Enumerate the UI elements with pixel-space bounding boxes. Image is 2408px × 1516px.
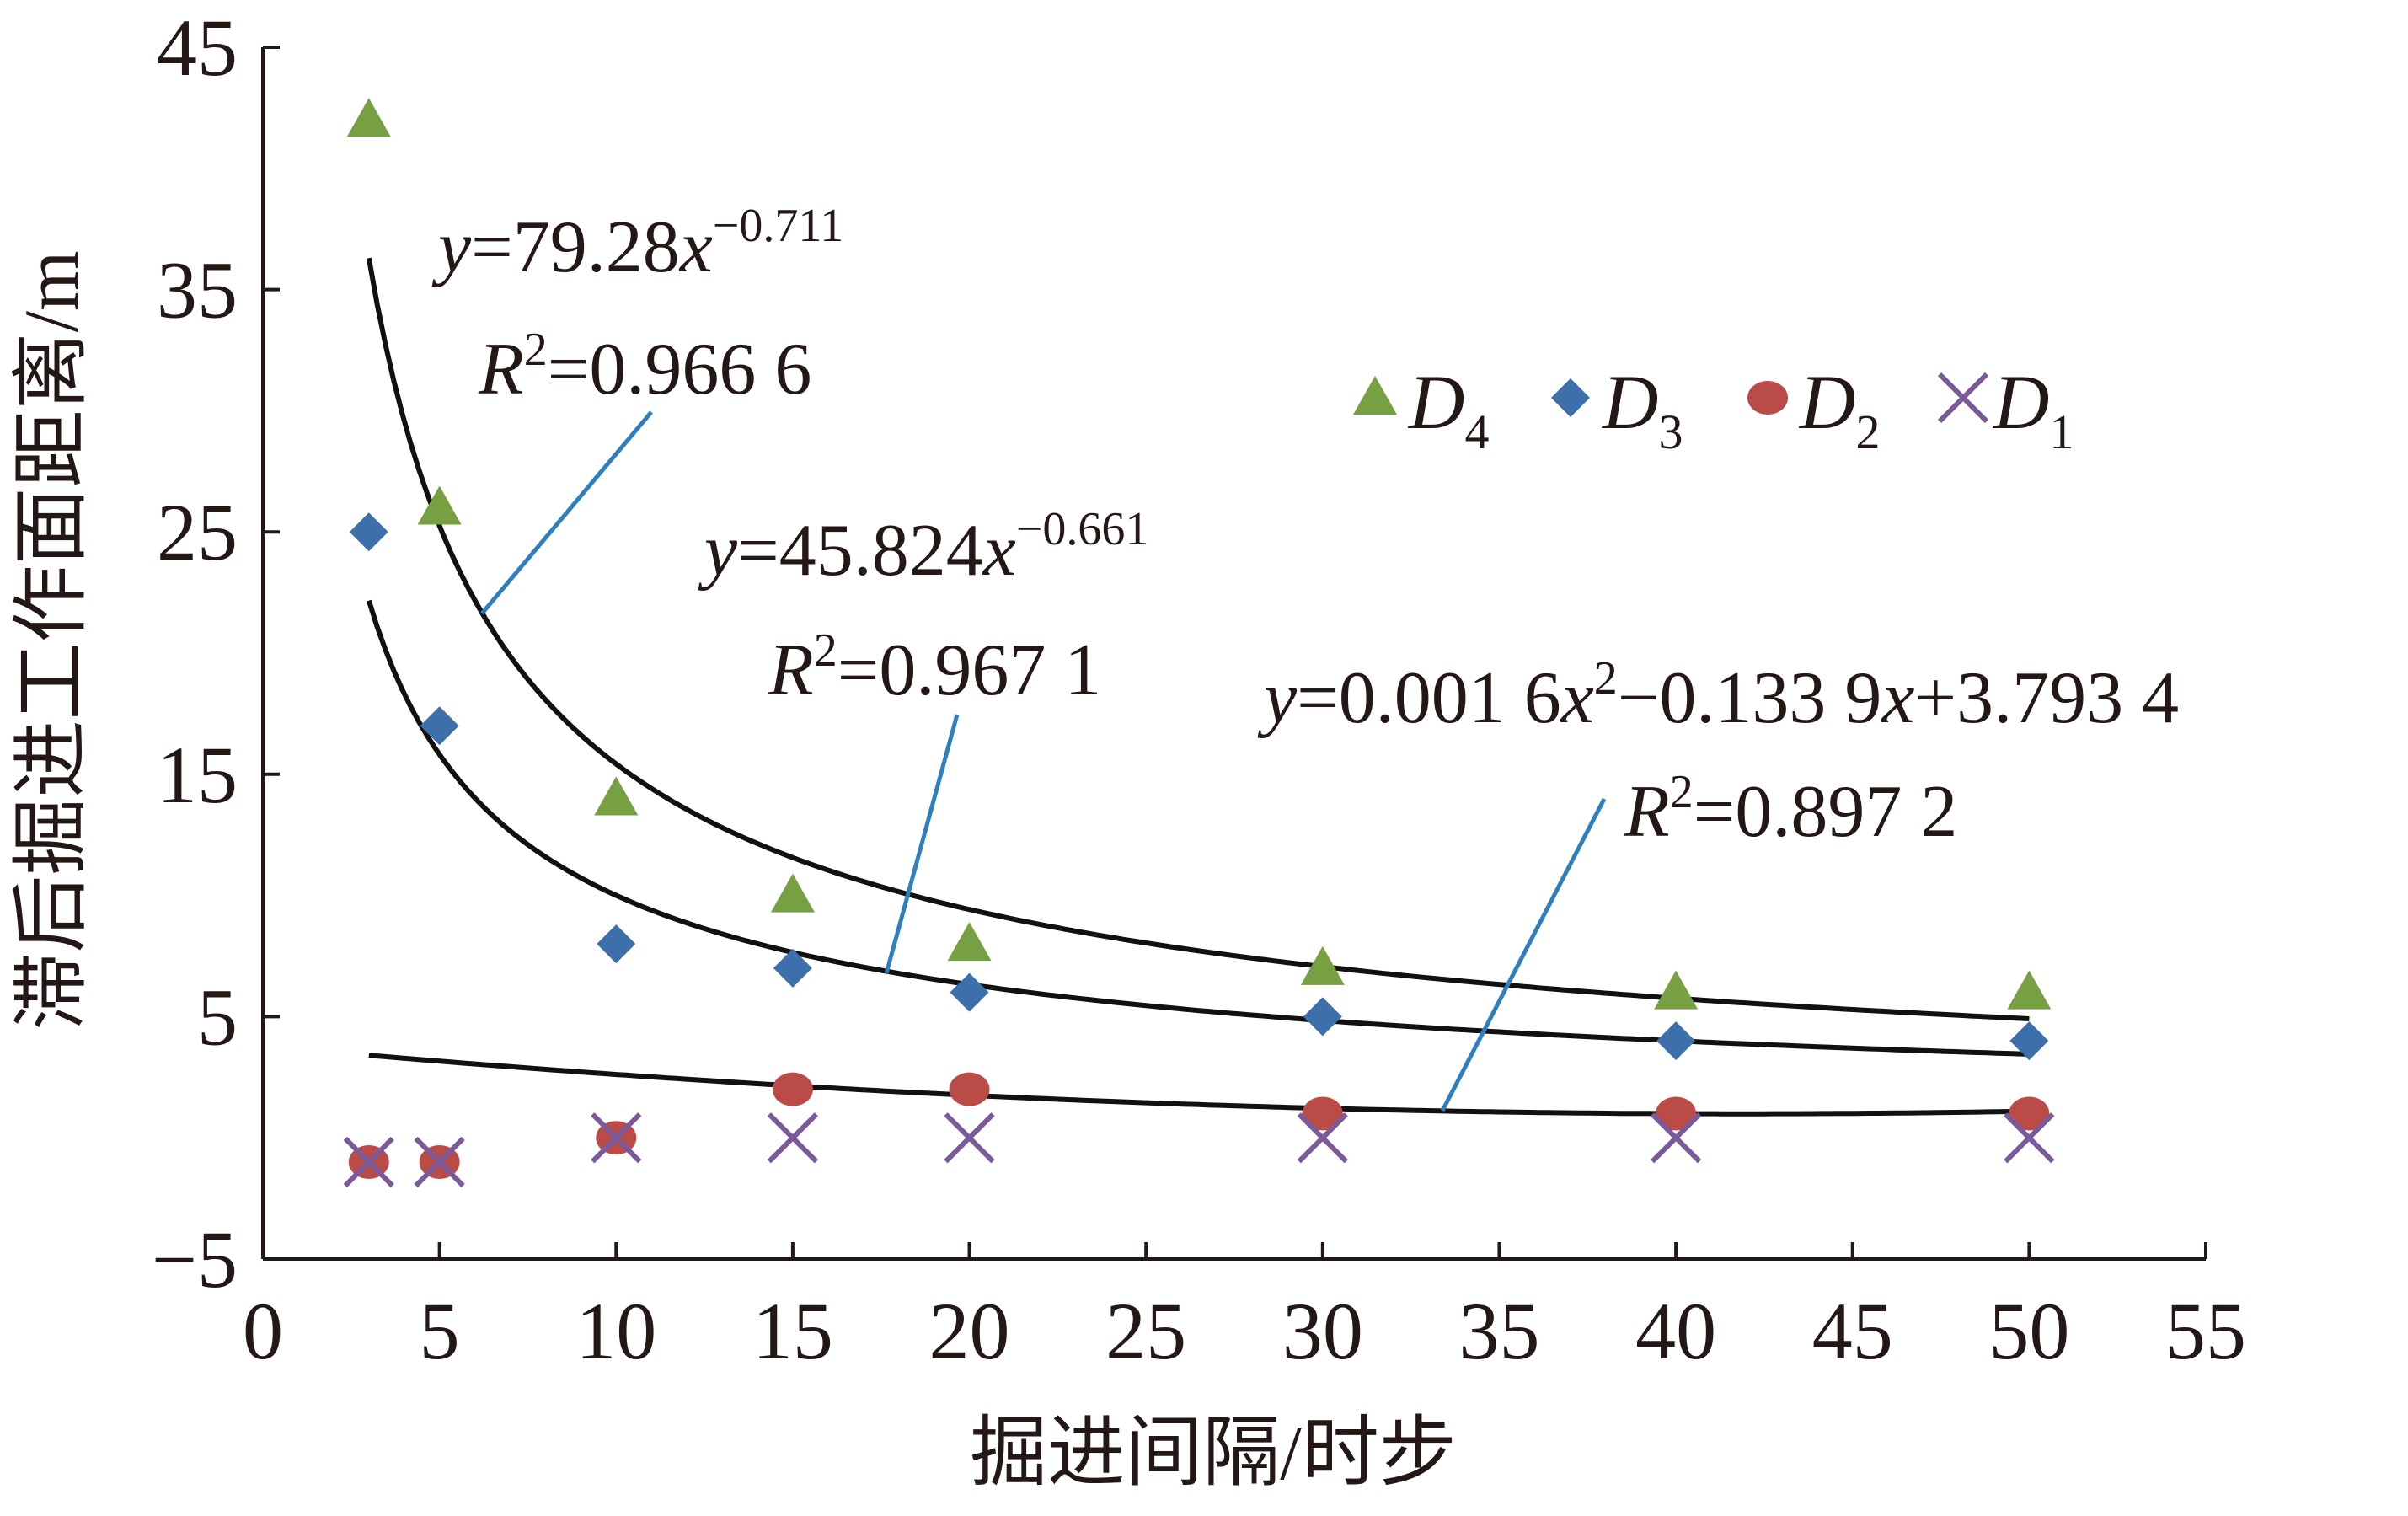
legend-label-d3: D3 (1601, 359, 1683, 459)
legend: D4 D3 D2 D1 (1353, 359, 2074, 459)
fit-r2-d3: R2=0.967 1 (768, 624, 1101, 711)
legend-label-d4: D4 (1407, 359, 1489, 459)
data-point-d3 (1303, 997, 1342, 1037)
axes (261, 46, 2207, 1261)
data-point-d3 (597, 924, 636, 964)
legend-item-d4: D4 (1353, 359, 1489, 459)
y-tick-label: 35 (157, 245, 238, 335)
fit-curves (366, 257, 2030, 1117)
y-axis-title: 滞后掘进工作面距离/m (8, 250, 94, 1030)
data-point-d2 (772, 1072, 813, 1106)
legend-item-d1: D1 (1937, 359, 2074, 459)
data-point-d1 (1297, 1112, 1348, 1164)
x-tick-label: 45 (1812, 1286, 1893, 1376)
legend-marker-d4 (1353, 376, 1397, 415)
data-point-d4 (770, 873, 815, 913)
x-tick-label: 5 (420, 1286, 460, 1376)
data-point-d4 (1300, 945, 1345, 985)
legend-marker-d2 (1747, 381, 1788, 415)
fit-r2-d2: R2=0.897 2 (1624, 766, 1957, 853)
data-point-d1 (767, 1112, 819, 1164)
data-point-d3 (1656, 1021, 1696, 1061)
fit-leader-d3 (884, 714, 960, 974)
data-point-d4 (346, 98, 391, 137)
fit-equation-d4: y=79.28x−0.711 (431, 200, 843, 288)
y-tick-label: 25 (157, 487, 238, 577)
fit-leader-d2 (1440, 797, 1607, 1112)
legend-item-d3: D3 (1551, 359, 1683, 459)
fit-curve-d4 (366, 257, 2030, 1021)
fit-annotation-d3: y=45.824x−0.661 R2=0.967 1 (698, 503, 1148, 974)
legend-symbol-d2 (1747, 381, 1788, 415)
series-d3 (349, 512, 2049, 1061)
x-tick-label: 40 (1635, 1286, 1716, 1376)
x-tick-label: 10 (575, 1286, 656, 1376)
fit-r2-d4: R2=0.966 6 (478, 324, 811, 410)
x-tick-label: 30 (1282, 1286, 1363, 1376)
fit-annotation-d4: y=79.28x−0.711 R2=0.966 6 (431, 200, 843, 615)
x-tick-label: 50 (1988, 1286, 2069, 1376)
data-point-d1 (343, 1136, 394, 1188)
legend-symbol-d4 (1353, 376, 1397, 415)
legend-marker-d1 (1937, 372, 1989, 424)
legend-label-d1: D1 (1992, 359, 2074, 459)
data-point-d4 (2007, 970, 2052, 1010)
data-point-d3 (773, 948, 812, 988)
x-tick-label: 35 (1458, 1286, 1539, 1376)
x-tick-label: 15 (752, 1286, 833, 1376)
x-tick-label: 25 (1105, 1286, 1186, 1376)
x-axis-title: 掘进间隔/时步 (970, 1410, 1457, 1496)
data-point-d1 (1650, 1112, 1702, 1164)
series-d1 (343, 1112, 2055, 1188)
y-tick-label: −5 (152, 1214, 238, 1304)
y-tick-label: 45 (157, 3, 238, 93)
y-tick-label: 15 (157, 730, 238, 820)
legend-item-d2: D2 (1747, 359, 1880, 459)
fit-equation-d3: y=45.824x−0.661 (698, 503, 1148, 592)
x-tick-label: 20 (929, 1286, 1010, 1376)
fit-curve-d3 (366, 599, 2030, 1057)
fit-annotation-d2: y=0.001 6x2−0.133 9x+3.793 4 R2=0.897 2 (1257, 652, 2179, 1112)
data-point-d3 (950, 972, 989, 1012)
legend-label-d2: D2 (1798, 359, 1880, 459)
data-point-d3 (349, 512, 388, 552)
data-point-d4 (417, 485, 462, 525)
series-d4 (346, 98, 2052, 1010)
data-point-d1 (414, 1136, 465, 1188)
x-tick-label: 55 (2165, 1286, 2246, 1376)
data-point-d1 (2004, 1112, 2055, 1164)
data-point-d2 (2009, 1096, 2050, 1131)
data-point-d3 (2009, 1021, 2049, 1061)
data-points (343, 98, 2055, 1188)
legend-marker-d3 (1551, 378, 1590, 417)
data-point-d3 (420, 706, 459, 746)
y-tick-label: 5 (197, 972, 238, 1062)
fit-equation-d2: y=0.001 6x2−0.133 9x+3.793 4 (1257, 652, 2179, 739)
x-tick-label: 0 (243, 1286, 283, 1376)
data-point-d4 (594, 776, 639, 816)
legend-symbol-d3 (1551, 378, 1590, 417)
data-point-d1 (591, 1112, 642, 1164)
data-point-d4 (1654, 970, 1699, 1010)
fit-leader-d4 (480, 410, 653, 615)
data-point-d2 (949, 1072, 990, 1106)
tick-labels: 0 5 10 15 20 25 30 35 40 45 50 55 45 35 25 15 5 −5 (152, 3, 2246, 1376)
data-point-d2 (1656, 1096, 1697, 1131)
data-point-d1 (944, 1112, 995, 1164)
fit-curve-d2 (368, 1053, 2030, 1117)
data-point-d2 (1302, 1096, 1343, 1131)
data-point-d4 (947, 922, 992, 962)
legend-symbol-d1 (1937, 372, 1989, 424)
